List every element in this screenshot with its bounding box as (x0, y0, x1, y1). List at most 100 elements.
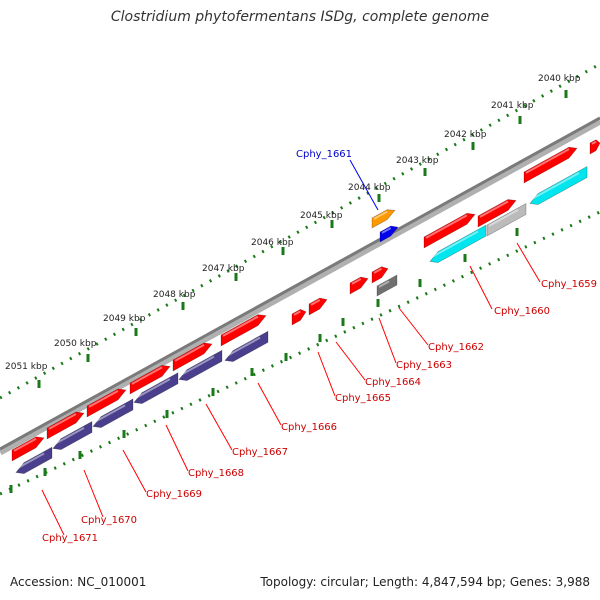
forward-gene[interactable] (11, 436, 45, 462)
scale-tick-label: 2045 kbp (300, 211, 343, 221)
forward-gene-shape (172, 342, 213, 372)
reverse-gene-highlight (135, 378, 171, 399)
scale-tick-label: 2041 kbp (491, 101, 534, 111)
label-leader-line (335, 341, 366, 381)
forward-gene[interactable] (349, 276, 369, 295)
reverse-gene-highlight (17, 452, 45, 469)
blue-gene-highlight (381, 227, 392, 234)
label-leader-line (349, 159, 379, 211)
forward-gene-shape (589, 139, 600, 155)
forward-gene-shape (291, 309, 307, 326)
forward-gene[interactable] (423, 212, 476, 249)
gene-label-cphy-1667[interactable]: Cphy_1667 (232, 447, 288, 458)
scale-tick-label: 2042 kbp (444, 130, 487, 140)
backbone (0, 116, 600, 456)
forward-gene[interactable] (129, 365, 171, 395)
forward-gene-shape (349, 276, 369, 295)
forward-gene[interactable] (308, 297, 328, 316)
reverse-gene-cyan-shape (429, 224, 487, 263)
gene-label-cphy-1671[interactable]: Cphy_1671 (42, 533, 98, 544)
reverse-gene-dark-highlight (378, 280, 390, 288)
forward-gene[interactable] (86, 388, 127, 418)
outer-scale: 2040 kbp 2041 kbp 2042 kbp 2043 kbp 2044 kbp… (0, 62, 600, 400)
forward-gene[interactable] (371, 266, 389, 284)
genome-summary-text: Topology: circular; Length: 4,847,594 bp… (260, 575, 590, 589)
reverse-gene[interactable] (178, 349, 223, 381)
accession-text: Accession: NC_010001 (10, 575, 147, 589)
forward-gene-shape (477, 199, 517, 228)
forward-gene-highlight (131, 366, 163, 385)
scale-tick-label: 2040 kbp (538, 74, 581, 84)
gene-label-cphy-1662[interactable]: Cphy_1662 (428, 342, 484, 353)
orange-gene[interactable] (371, 209, 396, 229)
forward-gene[interactable] (172, 342, 213, 372)
forward-gene-shape (423, 212, 476, 249)
forward-gene-shape (11, 436, 45, 462)
reverse-gene[interactable] (133, 372, 179, 404)
orange-gene-shape (371, 209, 396, 229)
map-title: Clostridium phytofermentans ISDg, comple… (110, 9, 490, 25)
inner-scale (0, 210, 600, 496)
gene-label-cphy-1669[interactable]: Cphy_1669 (146, 489, 202, 500)
reverse-gene-shape (133, 372, 179, 404)
gene-label-cphy-1660[interactable]: Cphy_1660 (494, 306, 550, 317)
label-leader-line (317, 351, 336, 397)
gene-label-cphy-1666[interactable]: Cphy_1666 (281, 422, 337, 433)
forward-gene-shape (46, 411, 85, 440)
backbone-shadow (0, 117, 600, 456)
label-leaders (41, 159, 541, 536)
reverse-gene-cyan[interactable] (429, 224, 487, 263)
gene-label-cphy-1668[interactable]: Cphy_1668 (188, 468, 244, 479)
gene-label-cphy-1661[interactable]: Cphy_1661 (296, 149, 352, 160)
scale-tick-label: 2048 kbp (153, 290, 196, 300)
reverse-gene-shape (178, 349, 223, 381)
reverse-gene-dark[interactable] (376, 274, 398, 297)
forward-gene-highlight (13, 437, 37, 452)
label-leader-line (205, 403, 233, 451)
reverse-gene-shape (224, 330, 269, 362)
reverse-gene-highlight (94, 404, 126, 423)
reverse-gene[interactable] (15, 446, 53, 474)
reverse-gene-cyan[interactable] (529, 166, 588, 205)
forward-gene-highlight (479, 200, 509, 218)
blue-gene[interactable] (379, 225, 399, 243)
label-leader-line (469, 265, 493, 310)
reverse-gene[interactable] (92, 398, 134, 428)
reverse-gene-cyan-highlight (531, 172, 580, 200)
reverse-gene-grey-highlight (488, 209, 519, 227)
scale-tick-label: 2051 kbp (5, 362, 48, 372)
forward-gene-shape (308, 297, 328, 316)
forward-gene[interactable] (291, 309, 307, 326)
gene-labels: Cphy_1661 Cphy_1659 Cphy_1660 Cphy_1662 … (42, 149, 597, 544)
reverse-gene-grey[interactable] (486, 202, 527, 237)
gene-label-cphy-1665[interactable]: Cphy_1665 (335, 393, 391, 404)
forward-gene-shape (129, 365, 171, 395)
forward-gene[interactable] (46, 411, 85, 440)
forward-gene-shape (371, 266, 389, 284)
forward-gene-highlight (525, 148, 570, 174)
scale-tick-label: 2047 kbp (202, 264, 245, 274)
reverse-gene[interactable] (224, 330, 269, 362)
forward-gene[interactable] (589, 139, 600, 155)
forward-gene-highlight (310, 299, 321, 306)
forward-gene[interactable] (220, 314, 267, 347)
gene-label-cphy-1659[interactable]: Cphy_1659 (541, 279, 597, 290)
reverse-gene-shape (15, 446, 53, 474)
gene-label-cphy-1664[interactable]: Cphy_1664 (365, 377, 421, 388)
label-leader-line (122, 449, 147, 493)
scale-tick-label: 2049 kbp (103, 314, 146, 324)
scale-tick-label: 2046 kbp (251, 238, 294, 248)
label-leader-line (257, 382, 282, 426)
reverse-gene[interactable] (52, 420, 93, 450)
gene-label-cphy-1670[interactable]: Cphy_1670 (81, 515, 137, 526)
forward-gene[interactable] (477, 199, 517, 228)
reverse-gene-shape (52, 420, 93, 450)
reverse-gene-highlight (226, 336, 261, 357)
forward-gene-shape (220, 314, 267, 347)
label-leader-line (41, 489, 65, 536)
scale-tick-label: 2043 kbp (396, 156, 439, 166)
reverse-gene-cyan-shape (529, 166, 588, 205)
forward-gene[interactable] (523, 146, 578, 184)
gene-label-cphy-1663[interactable]: Cphy_1663 (396, 360, 452, 371)
